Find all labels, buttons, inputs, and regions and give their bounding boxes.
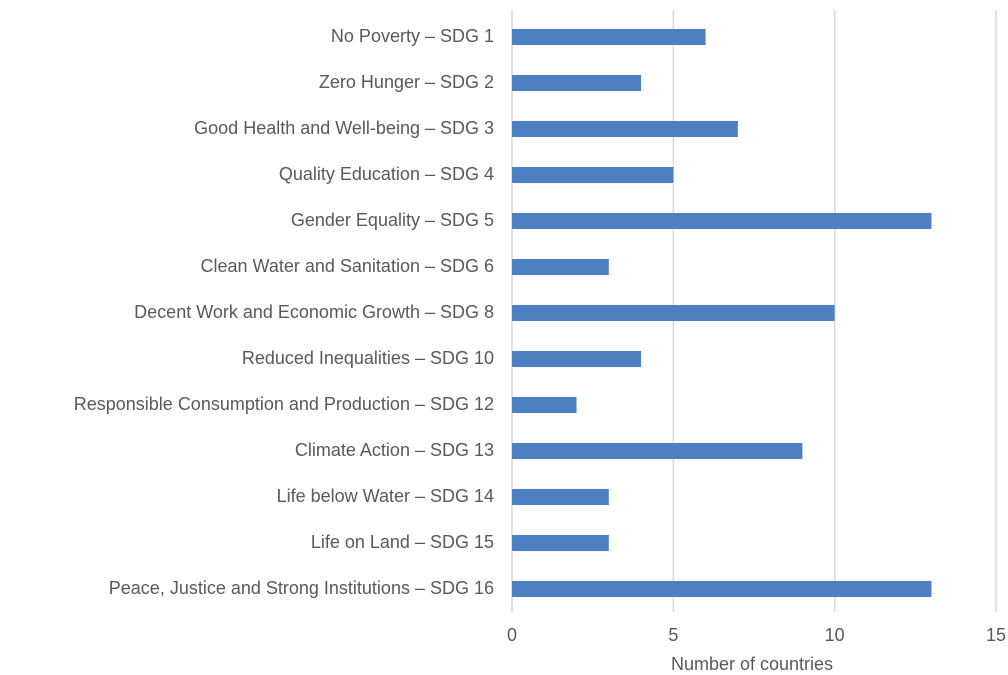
bar: [512, 305, 835, 321]
x-tick-label: 10: [825, 625, 845, 645]
y-tick-label: Climate Action – SDG 13: [295, 440, 494, 460]
y-tick-label: Good Health and Well-being – SDG 3: [194, 118, 494, 138]
y-tick-label: Decent Work and Economic Growth – SDG 8: [134, 302, 494, 322]
y-tick-label: Life on Land – SDG 15: [311, 532, 494, 552]
y-tick-label: Reduced Inequalities – SDG 10: [242, 348, 494, 368]
bar: [512, 121, 738, 137]
bar: [512, 29, 706, 45]
y-tick-label: Responsible Consumption and Production –…: [74, 394, 494, 414]
y-tick-label: No Poverty – SDG 1: [331, 26, 494, 46]
x-tick-label: 15: [986, 625, 1006, 645]
bar: [512, 489, 609, 505]
bar: [512, 443, 803, 459]
x-tick-label: 0: [507, 625, 517, 645]
bar: [512, 259, 609, 275]
y-tick-label: Peace, Justice and Strong Institutions –…: [109, 578, 494, 598]
bar: [512, 213, 932, 229]
bar: [512, 535, 609, 551]
x-axis-title: Number of countries: [671, 654, 833, 674]
bar: [512, 581, 932, 597]
x-tick-label: 5: [668, 625, 678, 645]
y-tick-label: Gender Equality – SDG 5: [291, 210, 494, 230]
bar: [512, 75, 642, 91]
y-tick-label: Zero Hunger – SDG 2: [319, 72, 494, 92]
bar: [512, 351, 642, 367]
y-tick-label: Quality Education – SDG 4: [279, 164, 494, 184]
y-tick-label: Clean Water and Sanitation – SDG 6: [201, 256, 495, 276]
bar: [512, 397, 577, 413]
bar: [512, 167, 674, 183]
y-tick-label: Life below Water – SDG 14: [277, 486, 494, 506]
